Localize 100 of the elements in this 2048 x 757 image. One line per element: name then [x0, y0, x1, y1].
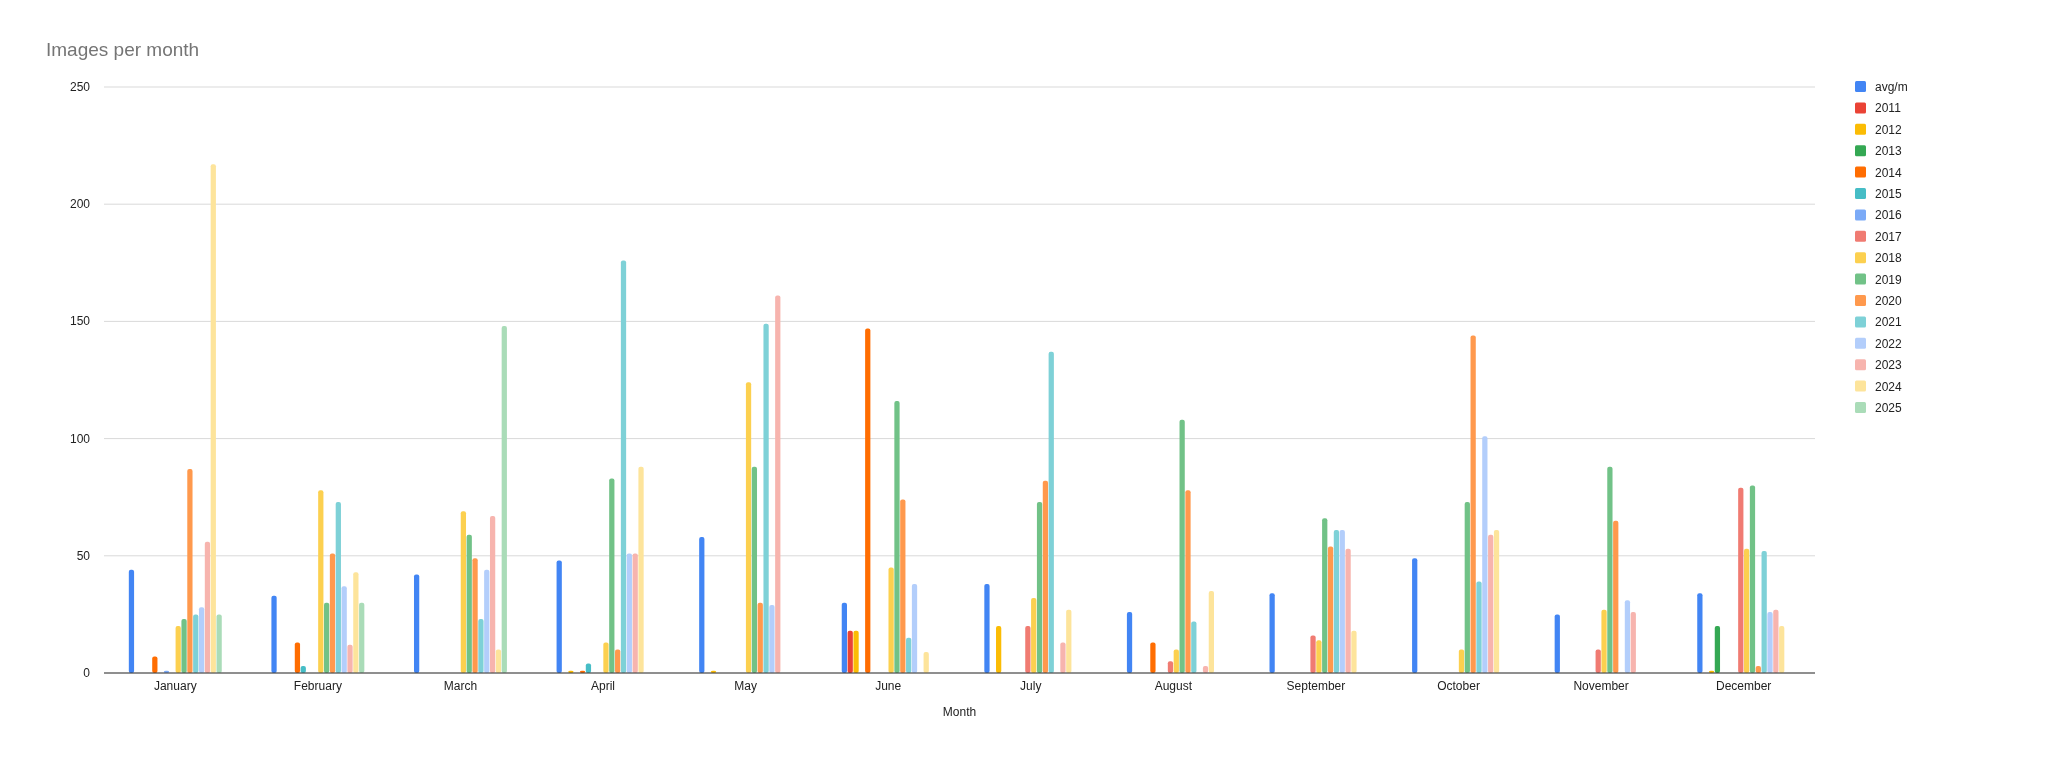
bar: [318, 490, 324, 673]
legend-label: 2013: [1875, 144, 1903, 159]
bar: [335, 501, 341, 673]
bar: [1048, 351, 1054, 673]
legend-label: 2011: [1875, 101, 1902, 116]
bar: [341, 586, 347, 673]
bar: [484, 569, 490, 673]
bar: [769, 605, 775, 673]
bar: [1493, 530, 1500, 673]
x-tick-label: May: [734, 679, 757, 693]
bar: [1031, 597, 1037, 673]
bar: [888, 567, 894, 673]
bar: [757, 602, 763, 673]
x-tick-label: January: [153, 679, 197, 693]
bar: [413, 574, 420, 673]
bar: [359, 602, 365, 673]
bar: [187, 469, 193, 673]
bar: [1464, 501, 1470, 673]
bar: [1412, 558, 1418, 673]
bar: [1208, 590, 1214, 673]
bar: [911, 583, 918, 673]
bar: [1773, 609, 1779, 673]
x-tick-label: July: [1020, 679, 1042, 693]
bar: [865, 328, 871, 673]
bar: [1749, 485, 1756, 673]
legend-label: avg/m: [1875, 80, 1908, 94]
x-tick-label: August: [1154, 679, 1193, 693]
legend-label: 2016: [1875, 208, 1903, 223]
chart-title: Images per month: [46, 39, 200, 60]
bar: [1613, 520, 1619, 673]
bar: [1185, 490, 1191, 673]
bar: [853, 630, 859, 673]
y-tick-label: 250: [69, 80, 91, 94]
bar: [1767, 612, 1773, 673]
x-tick-label: October: [1437, 679, 1480, 693]
bar: [175, 626, 181, 673]
bar: [1339, 530, 1345, 673]
bar: [1476, 581, 1482, 673]
bar: [324, 602, 330, 673]
bar: [1322, 518, 1328, 673]
bar: [501, 326, 507, 673]
bar: [353, 572, 359, 673]
y-tick-label: 100: [69, 431, 91, 446]
bar: [1607, 466, 1613, 673]
bar: [460, 511, 467, 673]
x-tick-label: February: [293, 679, 342, 693]
bar: [1488, 534, 1494, 673]
bar: [181, 619, 187, 673]
bar: [1327, 546, 1334, 673]
bar: [1779, 626, 1785, 673]
bar: [1630, 612, 1636, 673]
legend-label: 2017: [1875, 229, 1903, 244]
bar: [204, 541, 211, 673]
legend-label: 2025: [1875, 401, 1903, 415]
bar: [841, 602, 847, 673]
legend-label: 2014: [1875, 165, 1903, 180]
bar: [638, 466, 644, 673]
y-tick-label: 200: [69, 197, 91, 212]
bar: [751, 466, 758, 673]
bar: [699, 537, 705, 673]
bar: [1714, 626, 1721, 673]
x-tick-label: December: [1716, 679, 1772, 693]
bar: [632, 553, 638, 673]
bar: [1126, 612, 1133, 673]
legend-label: 2015: [1875, 187, 1903, 201]
bar: [1333, 530, 1340, 673]
bar: [1624, 600, 1631, 673]
y-tick-label: 50: [76, 548, 91, 563]
bar: [198, 607, 205, 673]
bar: [1601, 609, 1607, 673]
bar: [1351, 630, 1357, 673]
bar: [1482, 436, 1488, 673]
legend-label: 2023: [1875, 358, 1903, 373]
bar: [216, 614, 222, 673]
bar: [1744, 548, 1750, 673]
bar: [775, 295, 781, 673]
bar: [847, 630, 853, 673]
bar: [347, 644, 353, 673]
x-axis-title: Month: [942, 705, 977, 719]
legend-label: 2019: [1875, 272, 1903, 287]
bar: [271, 595, 277, 673]
bar: [1738, 487, 1744, 673]
bar: [1025, 626, 1031, 673]
bar: [1697, 593, 1703, 673]
bar: [984, 583, 990, 673]
bar: [1470, 335, 1476, 673]
y-tick-label: 0: [83, 666, 91, 680]
bar: [193, 614, 199, 673]
bar: [996, 626, 1002, 673]
bar: [1761, 551, 1767, 673]
bar: [626, 553, 632, 673]
bar: [556, 560, 562, 673]
bar: [906, 637, 912, 673]
bar: [472, 558, 478, 673]
bar: [1036, 501, 1043, 673]
x-tick-label: April: [591, 679, 616, 693]
bar: [294, 642, 301, 673]
bar: [763, 323, 769, 673]
bar: [210, 164, 216, 673]
bar: [1042, 480, 1049, 673]
